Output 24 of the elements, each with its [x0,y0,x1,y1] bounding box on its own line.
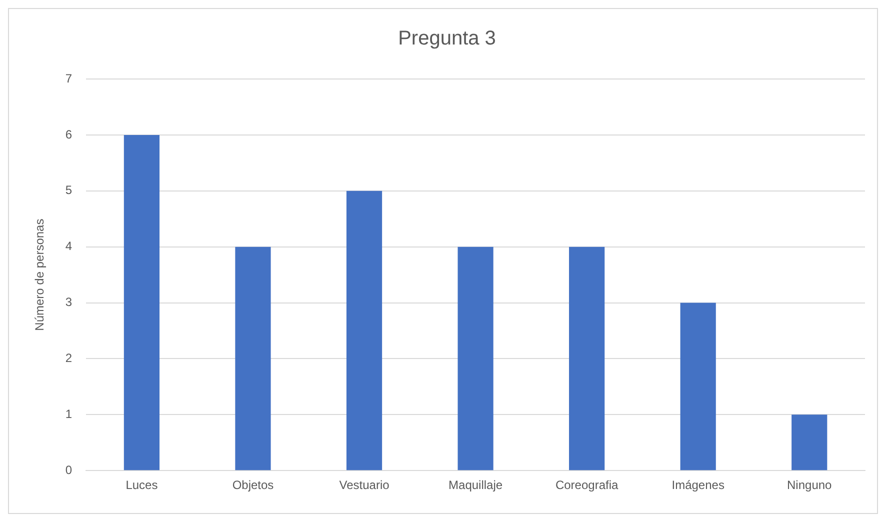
y-tick-label: 0 [65,462,72,477]
x-tick-label: Coreografia [555,478,618,492]
bar [792,414,828,470]
bar [235,246,271,470]
bar [569,246,605,470]
bar [346,190,382,470]
x-tick-label: Ninguno [787,478,832,492]
x-tick-label: Vestuario [339,478,390,492]
y-tick-label: 1 [65,406,72,421]
y-axis-title: Número de personas [32,218,47,331]
x-tick-label: Luces [126,478,158,492]
bar [124,134,160,470]
x-tick-label: Imágenes [672,478,724,492]
y-tick-label: 6 [65,127,72,142]
y-tick-label: 7 [65,71,72,86]
chart-title: Pregunta 3 [398,28,496,50]
y-tick-label: 4 [65,239,72,254]
x-tick-label: Objetos [232,478,274,492]
bar [680,302,716,470]
y-tick-label: 5 [65,183,72,198]
bar [458,246,494,470]
y-tick-label: 3 [65,295,72,310]
y-tick-label: 2 [65,351,72,366]
x-tick-label: Maquillaje [448,478,503,492]
